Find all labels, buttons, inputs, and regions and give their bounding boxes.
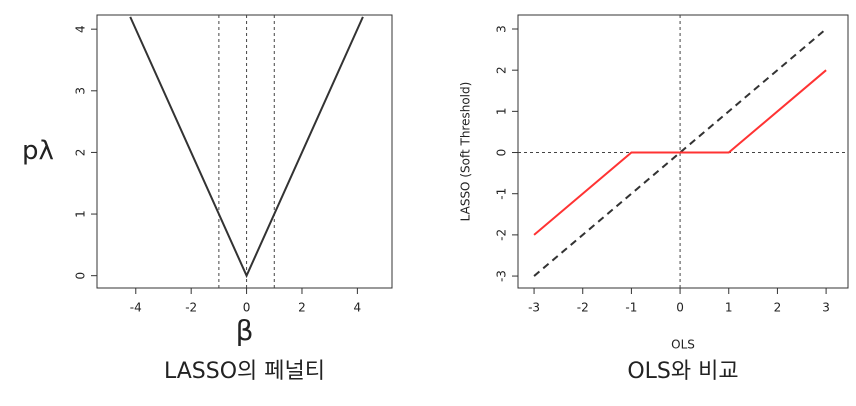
line-series [129, 16, 364, 279]
y-tick-label: -3 [495, 270, 509, 282]
line-series [533, 69, 827, 236]
x-tick-label: -2 [185, 301, 197, 315]
x-tick-label: 2 [298, 301, 306, 315]
caption: LASSO의 페널티 [164, 359, 325, 384]
y-tick-label: 3 [495, 25, 509, 33]
x-tick-label: 3 [822, 301, 830, 315]
y-tick-label: 0 [495, 149, 509, 157]
x-tick-label: 1 [725, 301, 733, 315]
x-axis-label: β [236, 314, 254, 347]
y-tick-label: 2 [495, 66, 509, 74]
x-tick-label: 4 [354, 301, 362, 315]
x-tick-label: -3 [528, 301, 540, 315]
y-tick-label: 1 [495, 108, 509, 116]
y-tick-label: -1 [495, 188, 509, 200]
y-axis-label: LASSO (Soft Threshold) [459, 82, 473, 222]
y-tick-label: 1 [74, 210, 88, 218]
x-tick-label: 2 [774, 301, 782, 315]
y-axis-label: pλ [22, 136, 54, 166]
caption: OLS와 비교 [627, 359, 738, 384]
x-tick-label: 0 [676, 301, 684, 315]
y-tick-label: 2 [74, 149, 88, 157]
line-series [533, 28, 827, 277]
plot-frame [517, 14, 849, 289]
y-tick-label: -2 [495, 229, 509, 241]
y-tick-label: 4 [74, 25, 88, 33]
x-tick-label: 0 [243, 301, 251, 315]
x-tick-label: -1 [625, 301, 637, 315]
x-tick-label: -4 [130, 301, 142, 315]
x-tick-label: -2 [577, 301, 589, 315]
y-tick-label: 3 [74, 87, 88, 95]
plot-frame [96, 14, 393, 289]
x-axis-label: OLS [671, 338, 695, 352]
y-tick-label: 0 [74, 272, 88, 280]
